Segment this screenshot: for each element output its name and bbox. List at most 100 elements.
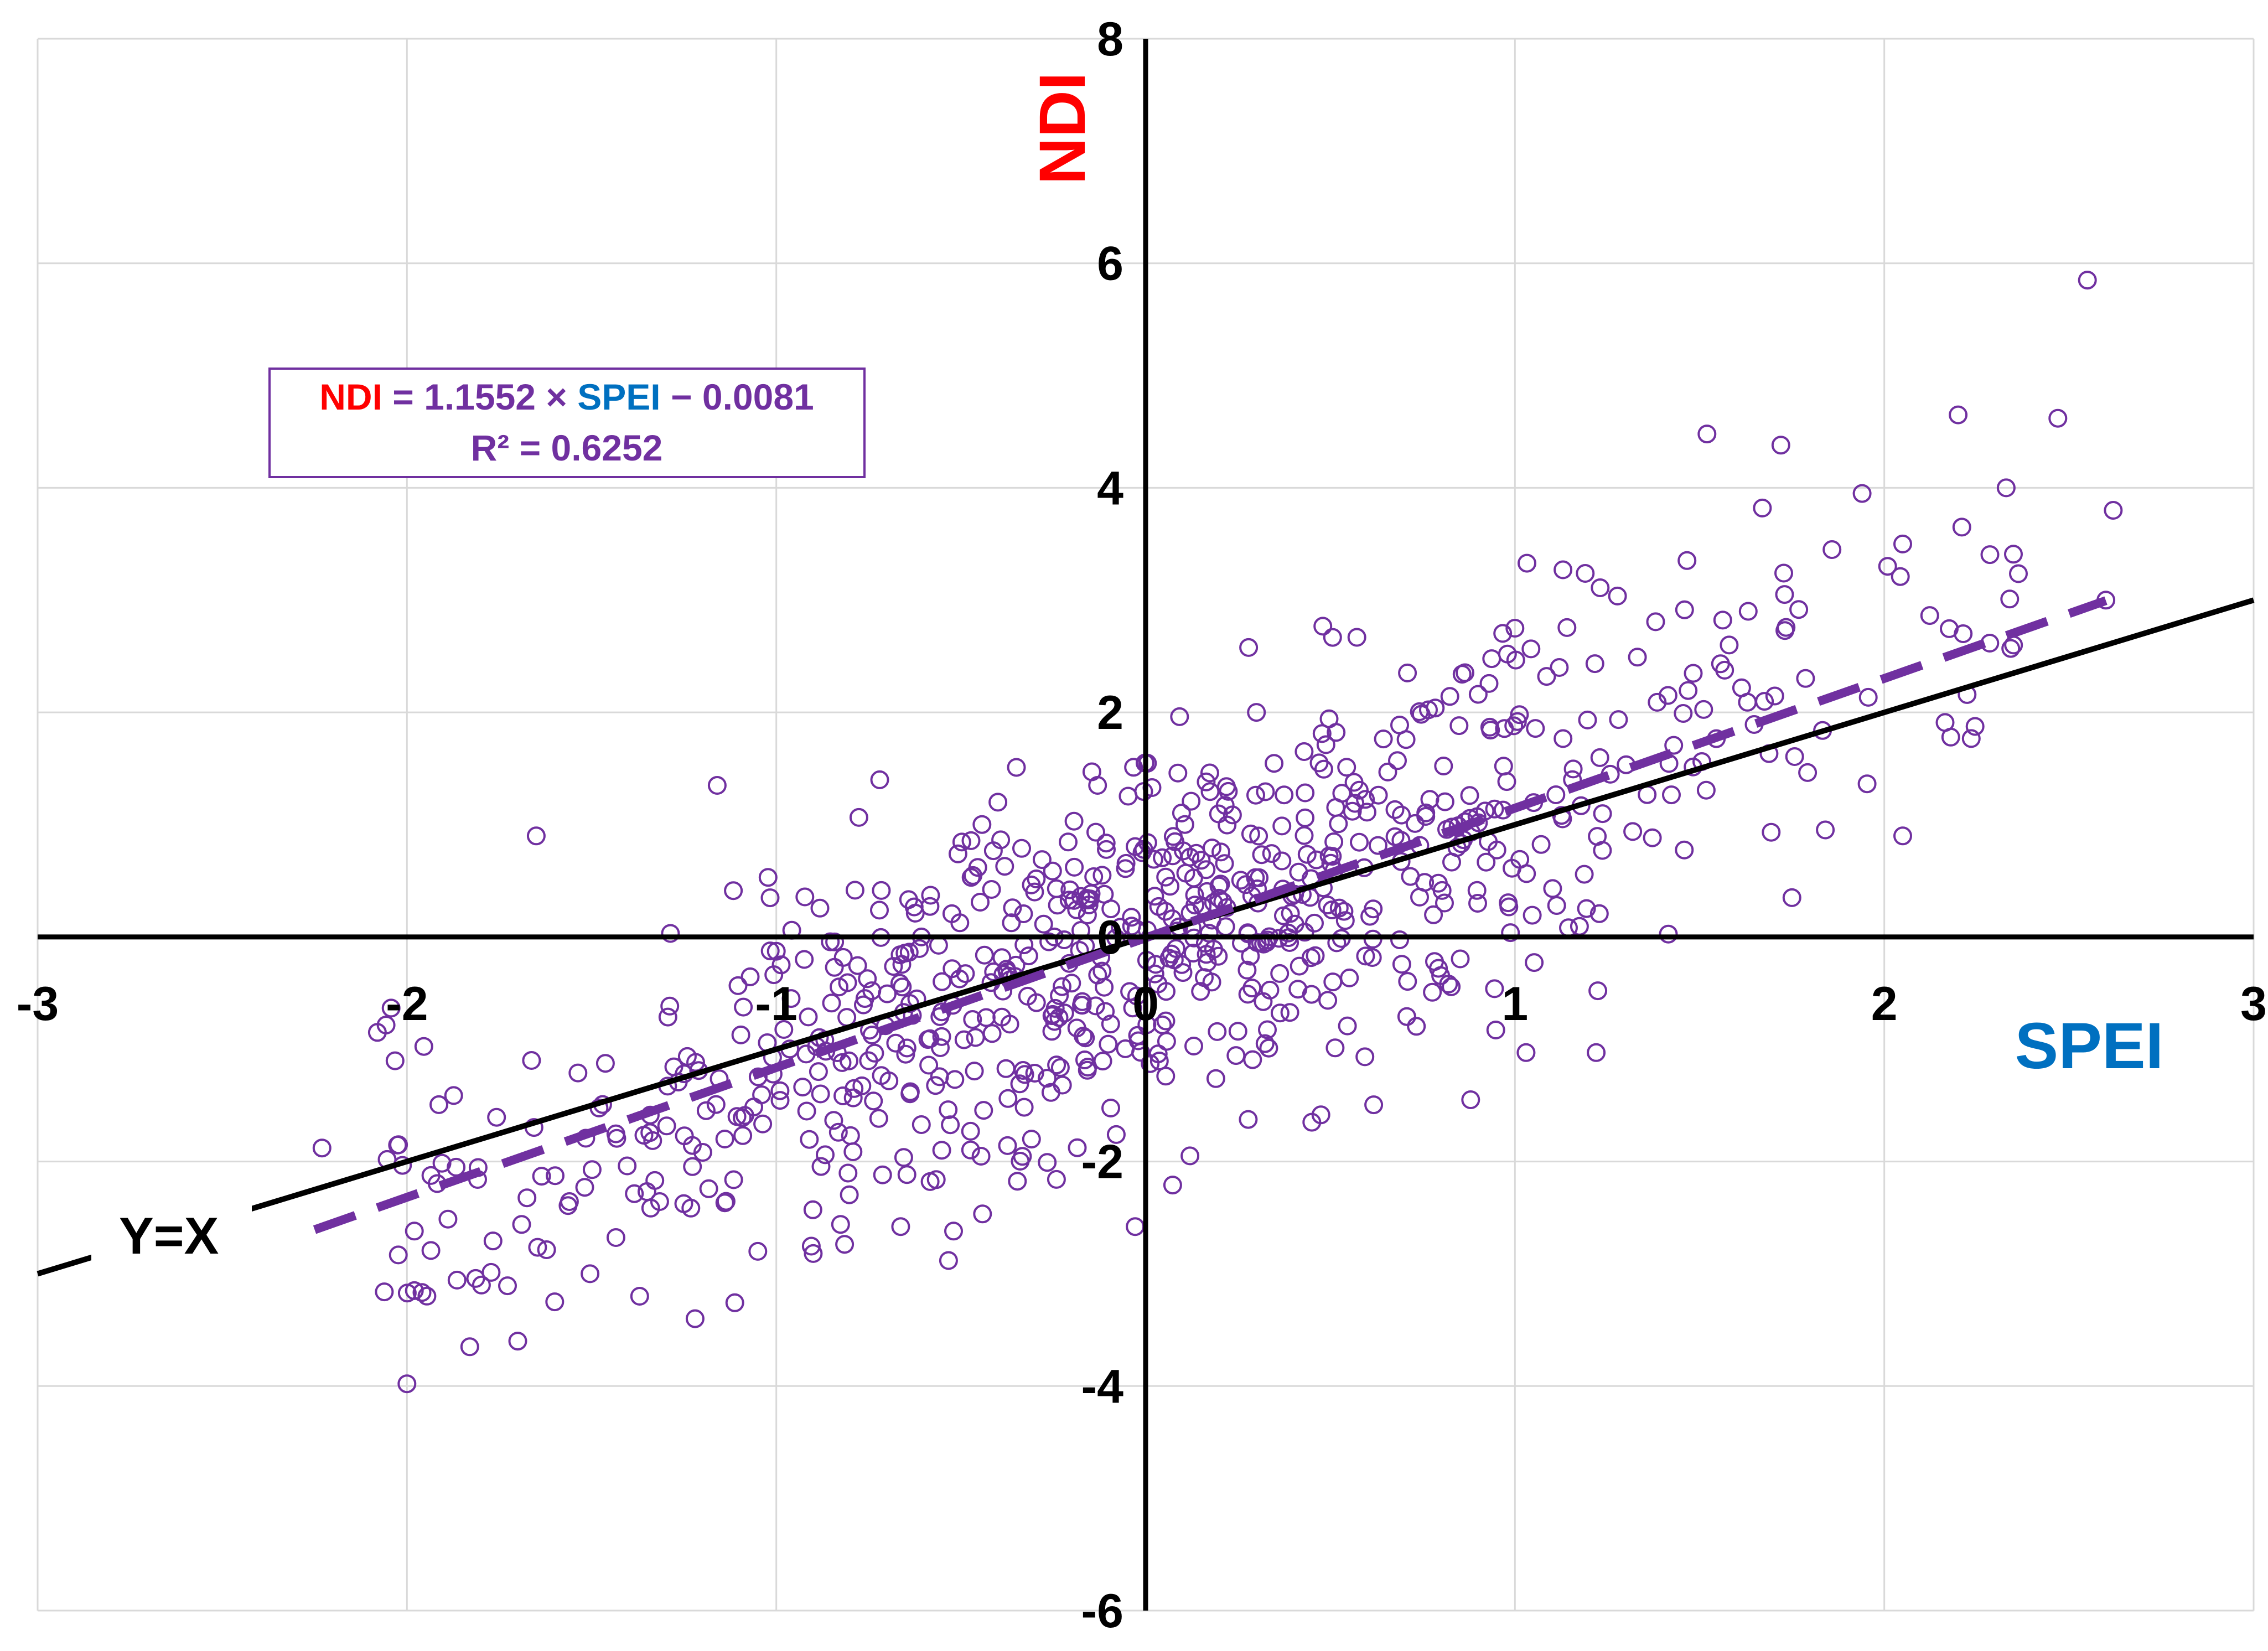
data-point [897,1165,916,1184]
data-point [1479,674,1499,693]
data-point [1101,1015,1120,1034]
data-point [1762,822,1781,842]
data-point [412,1283,432,1302]
data-point [982,880,1001,899]
data-point [1314,759,1333,779]
data-point [1124,758,1143,777]
data-point [1238,923,1257,943]
data-point [921,886,940,905]
data-point [1587,1043,1606,1062]
data-point [920,1172,940,1191]
data-point [2009,564,2028,583]
data-point [933,972,952,991]
data-point [376,1016,396,1034]
data-point [481,1262,501,1282]
data-point [1388,751,1407,770]
data-point [1219,781,1238,801]
data-point [799,1007,818,1027]
data-point [643,1131,662,1150]
data-point [1242,979,1262,998]
data-point [1405,814,1425,833]
reference-line-label-background [91,1198,252,1270]
data-point [1425,952,1444,971]
data-point [1477,852,1496,872]
data-point [1191,982,1210,1001]
data-point [429,1095,448,1114]
equation-y-name: NDI [319,376,382,417]
data-point [1275,785,1294,805]
data-point [1508,712,1527,731]
data-point [1257,933,1276,952]
data-point [417,1286,437,1306]
data-point [1156,1011,1176,1031]
data-point [748,1067,768,1086]
data-point [1211,874,1230,894]
data-point [849,808,868,827]
data-point [973,1204,992,1224]
data-point [699,1179,718,1198]
data-point [1316,735,1335,754]
data-point [950,969,969,988]
data-point [822,993,841,1013]
data-point [825,932,845,951]
data-point [1312,724,1332,743]
data-point [625,1184,644,1203]
data-point [1857,774,1877,794]
data-point [800,1130,819,1149]
data-point [1116,1039,1135,1058]
data-point [1041,1083,1060,1102]
data-point [1949,405,1968,425]
data-point [988,793,1008,812]
data-point [1720,635,1739,655]
data-point [1785,747,1804,766]
data-point [545,1292,565,1312]
data-point [833,948,853,967]
data-point [838,1163,858,1183]
data-point [1576,564,1595,583]
data-point [1501,923,1520,943]
data-point [1485,799,1504,819]
data-point [1521,639,1541,659]
data-point [1356,946,1375,966]
data-point [1449,716,1469,736]
data-point [1782,888,1801,907]
data-point [715,1193,734,1213]
data-point [1037,1069,1057,1088]
y-tick-label: 8 [1097,13,1123,66]
data-point [1952,517,1971,537]
data-point [1323,628,1342,647]
data-point [1397,1007,1416,1026]
data-point [487,1107,506,1127]
data-point [1554,729,1573,748]
data-point [1065,857,1084,877]
data-point [1272,816,1292,836]
data-point [630,1287,649,1306]
data-point [1265,754,1284,773]
data-point [1096,1002,1115,1021]
data-point [1486,1021,1505,1039]
data-point [1345,794,1365,813]
data-point [1025,1064,1044,1083]
data-point [830,977,848,997]
data-point [1054,930,1074,949]
data-point [1323,847,1342,866]
data-point [770,1091,790,1110]
data-point [1095,977,1114,997]
data-point [1765,686,1784,706]
data-point [1426,698,1445,718]
data-point [1675,840,1694,860]
data-point [1798,763,1817,782]
data-point [1014,1098,1034,1117]
data-point [1662,785,1681,805]
data-point [1424,905,1443,924]
data-point [864,1091,883,1111]
data-point [1537,667,1556,686]
data-point [810,898,830,918]
data-point [1168,763,1188,783]
data-point [1439,975,1458,993]
data-point [1294,742,1314,761]
data-point [795,887,815,907]
data-point [1010,1074,1029,1094]
data-point [845,1079,864,1098]
data-point [1659,924,1678,944]
